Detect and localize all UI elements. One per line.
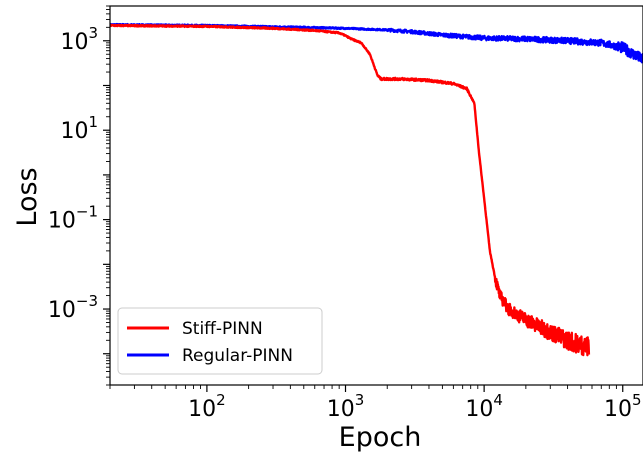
legend-label: Regular-PINN <box>182 346 293 366</box>
x-tick-label: 105 <box>604 391 642 422</box>
plot-area <box>109 5 643 386</box>
legend-box <box>117 307 323 375</box>
y-tick-label: 103 <box>60 24 98 55</box>
series-line-stiff-pinn <box>110 23 591 357</box>
x-tick-label: 104 <box>465 391 503 422</box>
legend-label: Stiff-PINN <box>182 319 263 339</box>
y-axis: 103 101 10−1 10−3 <box>48 5 110 386</box>
x-tick-label: 103 <box>327 391 365 422</box>
plot-frame <box>109 5 643 386</box>
y-tick-label: 101 <box>60 113 98 144</box>
series-line-regular-pinn <box>110 22 643 64</box>
x-tick-label: 102 <box>188 391 226 422</box>
x-axis-label: Epoch <box>339 422 422 453</box>
y-tick-label: 10−1 <box>48 203 98 234</box>
legend: Stiff-PINN Regular-PINN <box>117 307 323 375</box>
y-axis-label: Loss <box>12 167 43 226</box>
y-tick-label: 10−3 <box>48 292 98 323</box>
x-axis: 102 103 104 105 <box>109 385 642 422</box>
